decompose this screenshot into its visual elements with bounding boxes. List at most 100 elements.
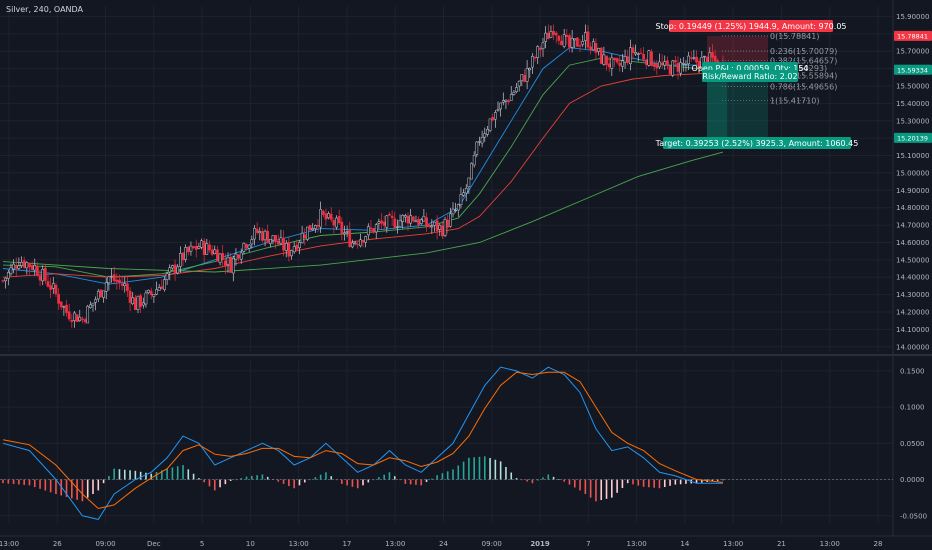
fib-label-0: 0(15.78841) [770,32,820,41]
macd-histogram-bar [642,479,645,487]
candle [377,218,381,230]
macd-histogram-bar [213,479,216,491]
macd-histogram-bar [208,479,211,487]
candle [427,223,431,229]
macd-histogram-bar [203,479,205,483]
candle [597,47,600,56]
candle [544,26,547,49]
candle [509,86,513,101]
candle [94,296,97,311]
candle [157,284,161,291]
macd-histogram-bar [39,479,41,489]
macd-tick: 0.0500 [900,440,925,448]
macd-histogram-bar [616,479,618,493]
macd-histogram-bar [478,456,481,480]
candle [86,304,90,324]
macd-histogram-bar [261,474,264,480]
candle [401,214,405,229]
candle [396,219,399,234]
macd-tick: 0.1500 [900,367,925,375]
candle [504,99,508,110]
macd-histogram-bar [600,479,603,501]
candle [629,39,632,71]
candle [480,130,484,148]
candle [539,45,542,58]
macd-histogram-bar [86,479,89,498]
candle [165,271,169,286]
candle [398,214,402,228]
candle [515,83,518,94]
candle [181,251,185,267]
candle [255,222,259,235]
macd-histogram-bar [446,471,449,480]
candle [348,221,352,248]
candle [660,54,664,69]
macd-histogram-bar [499,461,502,480]
candle [581,34,585,47]
macd-histogram-bar [383,474,385,480]
macd-histogram-bar [415,479,417,485]
svg-text:Stop: 0.19449 (1.25%) 1944.9,: Stop: 0.19449 (1.25%) 1944.9, Amount: 97… [656,22,847,31]
candle [382,215,386,232]
candle [554,30,558,44]
candle [184,244,187,263]
candle [462,188,465,197]
candle [562,28,566,49]
macd-histogram-bar [367,479,370,483]
candle [446,214,450,234]
macd-histogram-bar [325,472,327,480]
candle [298,240,301,255]
candle [224,253,227,275]
macd-histogram-bar [722,479,724,481]
macd-histogram-bar [245,476,248,480]
candle [171,264,174,270]
time-tick: 5 [200,540,204,548]
position-tool[interactable]: 0(15.78841) 0.236(15.70079)0.382(15.64657… [655,20,859,149]
candle [478,136,481,146]
target-label[interactable]: Target: 0.39253 (2.52%) 3925.3, Amount: … [655,137,859,149]
candle [520,74,524,87]
macd-histogram-bar [155,472,158,480]
candle [541,37,545,57]
macd-histogram-bar [49,479,52,493]
fib-label-0.618: 0.618(15.55894) [770,72,837,81]
candle [361,240,365,248]
macd-histogram-bar [330,476,333,480]
candle [28,262,31,275]
candle [160,279,164,290]
candle [221,244,225,267]
macd-histogram-bar [589,479,592,498]
macd-histogram-bar [452,469,454,480]
candle [430,219,434,234]
candle [300,225,304,244]
time-tick: 24 [439,540,448,548]
svg-text:15.78841: 15.78841 [897,32,928,40]
candle [345,225,349,238]
time-tick: Dec [147,540,161,548]
time-axis[interactable]: 13:00 26 09:00 Dec 5 10 13:00 17 13:00 24 09:00 201… [0,540,882,548]
candle [118,274,121,290]
time-tick: 28 [874,540,883,548]
candle [253,225,256,246]
candle [136,295,140,314]
candle [134,294,137,310]
candle [112,266,116,285]
candle [144,289,148,308]
candle [237,253,240,262]
price-axis[interactable]: 15.9000015.8000015.7000015.6000015.50000… [894,13,932,520]
candle [65,299,68,317]
macd-histogram-bar [277,479,280,482]
stop-label[interactable]: Stop: 0.19449 (1.25%) 1944.9, Amount: 97… [656,20,847,32]
candle [51,277,55,294]
candle [210,244,214,257]
candle [703,55,706,62]
candle [250,235,254,249]
candle [276,234,280,245]
macd-histogram-bar [441,473,444,480]
risk-reward-label[interactable]: Risk/Reward Ratio: 2.02 [702,70,798,82]
candle [141,297,145,309]
candle [467,177,471,195]
time-tick: 13:00 [627,540,647,548]
